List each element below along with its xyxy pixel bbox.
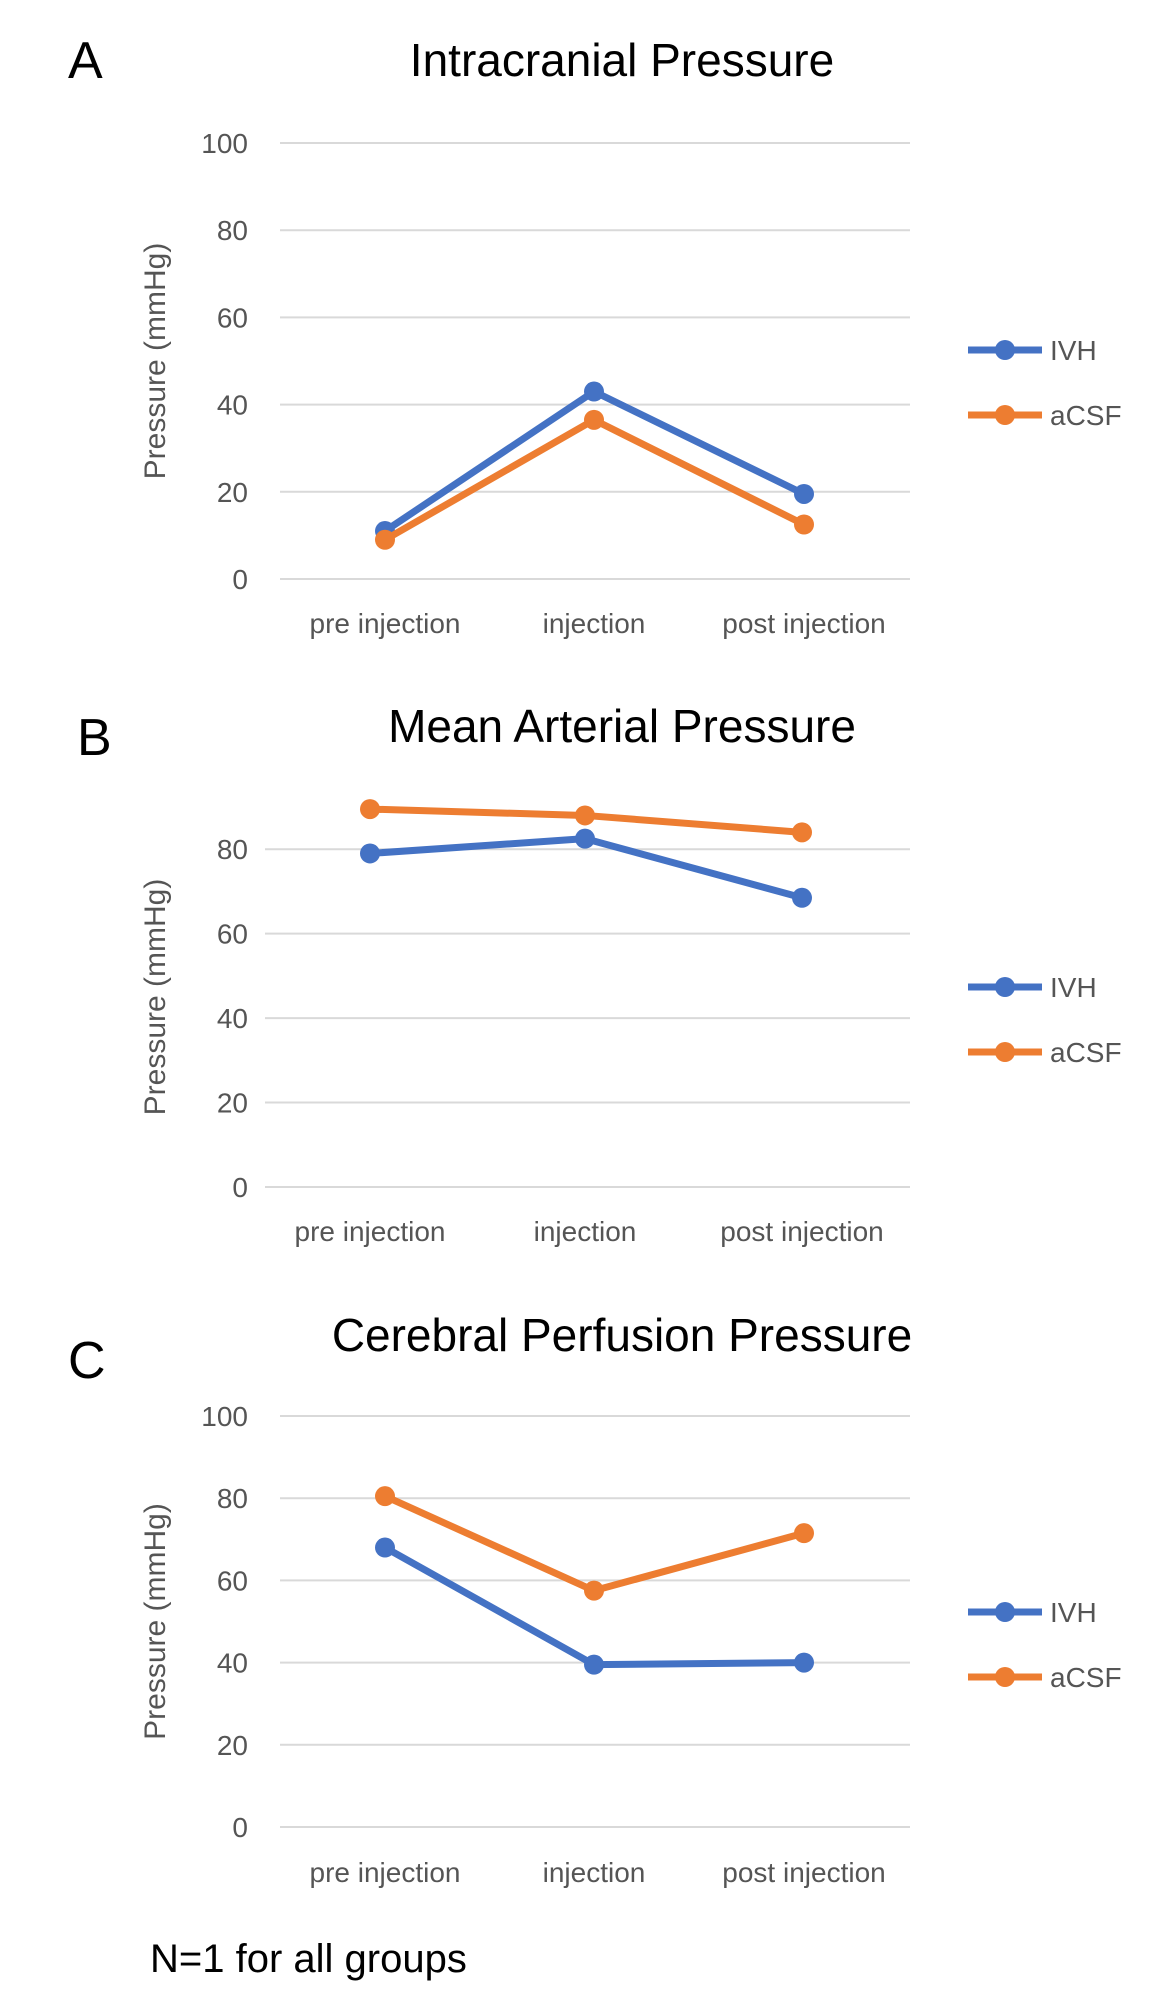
y-tick-label: 40: [217, 1648, 248, 1679]
y-tick-label: 100: [201, 128, 248, 159]
chart-panel-a: A Intracranial Pressure 0 20 40 60 80 100 pre in…: [68, 32, 1122, 639]
y-tick-label: 40: [217, 390, 248, 421]
data-point-acsf: [584, 1580, 604, 1601]
y-axis-label: Pressure (mmHg): [139, 243, 172, 480]
panel-letter: C: [68, 1332, 106, 1390]
data-point-ivh: [792, 887, 812, 908]
panel-letter: A: [68, 32, 103, 90]
y-tick-label: 20: [217, 1088, 248, 1119]
legend-marker-acsf: [995, 1667, 1015, 1687]
data-point-acsf: [584, 409, 604, 430]
y-axis-label: Pressure (mmHg): [139, 879, 172, 1116]
y-tick-label: 20: [217, 1730, 248, 1761]
legend-label-acsf: aCSF: [1050, 1662, 1122, 1693]
data-point-ivh: [360, 843, 380, 864]
chart-panel-c: C Cerebral Perfusion Pressure 0 20 40 60 80 100…: [68, 1309, 1122, 1888]
x-tick-label: pre injection: [310, 1857, 461, 1888]
y-tick-label: 60: [217, 919, 248, 950]
data-point-ivh: [584, 381, 604, 402]
legend-marker-ivh: [995, 340, 1015, 360]
footnote: N=1 for all groups: [150, 1937, 467, 1981]
data-point-acsf: [375, 1486, 395, 1507]
y-tick-label: 60: [217, 1565, 248, 1596]
series-line-acsf: [381, 416, 808, 544]
data-point-acsf: [575, 805, 595, 826]
legend-marker-ivh: [995, 1602, 1015, 1622]
y-tick-label: 80: [217, 1483, 248, 1514]
data-point-ivh: [794, 483, 814, 504]
y-axis-label: Pressure (mmHg): [139, 1503, 172, 1740]
x-tick-label: post injection: [720, 1216, 883, 1247]
legend-marker-acsf: [995, 1042, 1015, 1062]
data-point-acsf: [794, 1523, 814, 1544]
y-tick-label: 100: [201, 1401, 248, 1432]
series-line-ivh: [381, 1544, 808, 1669]
x-tick-label: pre injection: [295, 1216, 446, 1247]
data-point-acsf: [792, 822, 812, 843]
x-tick-label: post injection: [722, 1857, 885, 1888]
legend-label-acsf: aCSF: [1050, 400, 1122, 431]
y-tick-label: 20: [217, 477, 248, 508]
panel-letter: B: [77, 709, 112, 767]
x-tick-label: injection: [534, 1216, 637, 1247]
legend-marker-ivh: [995, 977, 1015, 997]
x-tick-label: injection: [543, 608, 646, 639]
data-point-ivh: [375, 1537, 395, 1558]
legend-label-ivh: IVH: [1050, 972, 1097, 1003]
y-tick-label: 0: [232, 1172, 248, 1203]
legend-marker-acsf: [995, 405, 1015, 425]
x-tick-label: post injection: [722, 608, 885, 639]
y-tick-label: 80: [217, 834, 248, 865]
legend-label-ivh: IVH: [1050, 1597, 1097, 1628]
data-point-acsf: [794, 514, 814, 535]
legend-label-ivh: IVH: [1050, 335, 1097, 366]
chart-panel-b: B Mean Arterial Pressure 0 20 40 60 80 pre inje…: [77, 700, 1122, 1247]
y-tick-label: 60: [217, 302, 248, 333]
legend-label-acsf: aCSF: [1050, 1037, 1122, 1068]
y-tick-label: 40: [217, 1003, 248, 1034]
data-point-ivh: [575, 828, 595, 849]
data-point-ivh: [794, 1652, 814, 1673]
y-tick-label: 0: [232, 1812, 248, 1843]
series-line-acsf: [381, 1492, 808, 1595]
chart-title: Intracranial Pressure: [410, 34, 834, 86]
data-point-acsf: [375, 529, 395, 550]
x-tick-label: injection: [543, 1857, 646, 1888]
data-point-ivh: [584, 1654, 604, 1675]
y-tick-label: 80: [217, 215, 248, 246]
chart-title: Cerebral Perfusion Pressure: [332, 1309, 912, 1361]
chart-title: Mean Arterial Pressure: [388, 700, 856, 752]
x-tick-label: pre injection: [310, 608, 461, 639]
y-tick-label: 0: [232, 564, 248, 595]
data-point-acsf: [360, 799, 380, 820]
